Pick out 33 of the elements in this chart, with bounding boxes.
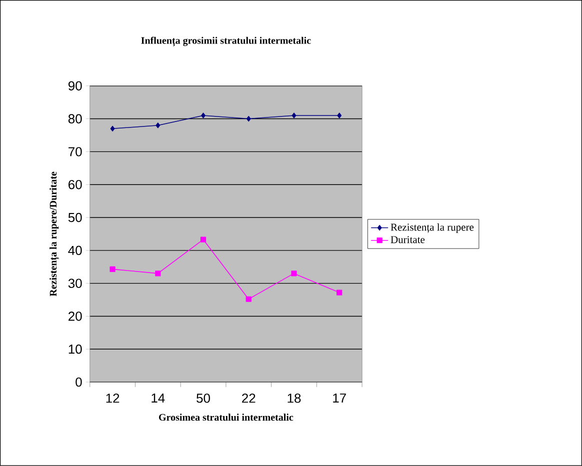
point: [156, 122, 160, 128]
y-tick-label: 30: [68, 278, 82, 288]
point: [110, 126, 115, 132]
x-tick-label: 50: [196, 394, 210, 403]
point: [246, 116, 251, 122]
y-tick-label: 50: [68, 212, 82, 222]
legend-label: Rezistența la rupere: [390, 223, 474, 233]
point: [336, 290, 342, 296]
x-axis-title: Grosimea stratului intermetalic: [159, 414, 294, 421]
point: [110, 266, 116, 272]
y-tick-label: 0: [76, 377, 82, 387]
x-tick-label: 18: [288, 394, 301, 403]
point: [200, 236, 206, 242]
y-tick-label: 10: [68, 344, 82, 354]
point: [292, 112, 296, 118]
y-tick-label: 80: [68, 114, 82, 124]
chart-title: Influența grosimii stratului intermetalic: [141, 36, 311, 46]
y-tick-label: 70: [68, 147, 82, 156]
y-tick-label: 20: [68, 312, 82, 321]
y-tick-label: 60: [68, 180, 82, 190]
legend-label: Duritate: [390, 236, 425, 244]
y-tick-label: 40: [68, 246, 82, 256]
y-axis-title: Rezistența la rupere/Duritate: [50, 172, 60, 296]
point: [246, 296, 252, 302]
point: [291, 270, 297, 276]
point: [201, 112, 206, 118]
y-tick-label: 90: [68, 81, 82, 91]
point: [155, 270, 161, 276]
x-tick-label: 12: [106, 394, 120, 403]
point: [337, 112, 342, 118]
x-tick-label: 22: [242, 394, 256, 403]
x-tick-label: 14: [152, 394, 165, 403]
x-tick-label: 17: [333, 394, 346, 403]
